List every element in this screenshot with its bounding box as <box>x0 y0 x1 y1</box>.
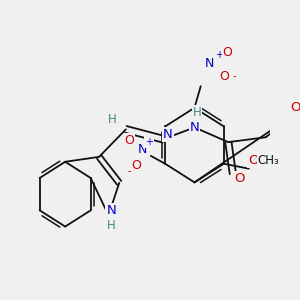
Text: -: - <box>233 71 236 81</box>
Text: N: N <box>205 57 214 70</box>
Text: H: H <box>108 113 117 126</box>
Text: H: H <box>193 106 202 119</box>
Text: -: - <box>128 166 131 176</box>
Text: N: N <box>137 143 147 157</box>
Text: O: O <box>223 46 232 59</box>
Text: O: O <box>131 159 141 172</box>
Text: N: N <box>190 121 200 134</box>
Text: N: N <box>163 128 172 141</box>
Text: O: O <box>248 154 259 167</box>
Text: CH₃: CH₃ <box>257 154 279 167</box>
Text: +: + <box>145 137 153 147</box>
Text: H: H <box>107 219 116 232</box>
Text: N: N <box>106 204 116 217</box>
Text: O: O <box>290 101 300 114</box>
Text: O: O <box>124 134 134 147</box>
Text: O: O <box>219 70 229 83</box>
Text: O: O <box>235 172 245 185</box>
Text: +: + <box>214 50 223 60</box>
